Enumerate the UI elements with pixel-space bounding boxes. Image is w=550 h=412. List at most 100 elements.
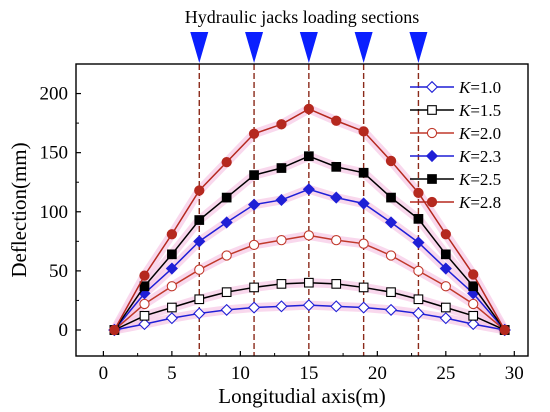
data-point-s6-2 xyxy=(139,270,150,281)
hydraulic-jack-marker-1 xyxy=(190,32,209,63)
data-point-s2-13 xyxy=(440,302,451,313)
data-point-s4-13 xyxy=(439,262,452,275)
series-6 xyxy=(109,103,510,336)
data-point-s4-7 xyxy=(275,193,288,207)
data-point-s5-6 xyxy=(249,170,259,180)
data-point-s4-10 xyxy=(357,197,370,210)
data-point-s5-14 xyxy=(468,281,479,292)
data-point-s2-6 xyxy=(249,282,259,293)
legend-marker-2 xyxy=(427,105,437,115)
legend-item-1: K=1.0 xyxy=(410,78,501,97)
axis-ticks: 0 5 10 15 20 25 30 0 50 100 150 200 xyxy=(40,84,524,384)
data-point-s5-5 xyxy=(221,192,232,203)
data-point-s4-8 xyxy=(302,183,315,196)
data-point-s1-10 xyxy=(357,301,370,314)
data-point-s4-12 xyxy=(412,236,425,249)
data-point-s3-5 xyxy=(221,250,232,261)
y-tick-label-50: 50 xyxy=(49,261,68,282)
data-point-s1-14 xyxy=(467,318,480,331)
data-point-s3-2 xyxy=(139,298,150,310)
legend-item-2: K=1.5 xyxy=(410,101,501,120)
legend-label-1: K=1.0 xyxy=(458,78,501,97)
legend-item-4: K=2.3 xyxy=(410,147,501,166)
data-point-s6-3 xyxy=(166,229,178,240)
data-point-s1-2 xyxy=(138,318,151,331)
legend-marker-5 xyxy=(427,174,437,184)
data-point-s5-8 xyxy=(303,151,314,162)
data-point-s2-5 xyxy=(221,287,232,298)
data-point-s3-12 xyxy=(413,265,424,277)
data-point-s6-10 xyxy=(358,126,369,137)
data-point-s1-4 xyxy=(193,307,206,320)
data-point-s3-11 xyxy=(385,250,397,261)
x-tick-label-15: 15 xyxy=(299,363,318,384)
data-point-s6-14 xyxy=(468,269,479,280)
data-point-s6-1 xyxy=(109,324,120,336)
legend-marker-4 xyxy=(425,149,439,163)
data-point-s1-7 xyxy=(275,300,288,313)
x-tick-label-10: 10 xyxy=(231,363,250,384)
hydraulic-jack-marker-3 xyxy=(299,32,318,63)
data-point-s6-9 xyxy=(331,115,342,126)
data-point-s2-14 xyxy=(468,310,479,321)
data-point-s3-7 xyxy=(276,234,287,246)
data-point-s2-9 xyxy=(331,279,342,289)
data-point-s3-3 xyxy=(166,281,178,292)
data-point-s2-7 xyxy=(276,279,287,289)
data-point-s1-8 xyxy=(302,299,315,312)
data-point-s1-13 xyxy=(439,312,452,325)
data-point-s5-3 xyxy=(167,249,177,260)
data-point-s4-5 xyxy=(220,216,233,229)
data-point-s5-7 xyxy=(276,163,287,173)
data-point-s6-7 xyxy=(276,119,287,130)
legend-label-3: K=2.0 xyxy=(458,124,501,143)
data-point-s4-3 xyxy=(165,262,178,275)
legend-item-5: K=2.5 xyxy=(410,170,501,189)
legend-item-6: K=2.8 xyxy=(410,193,501,212)
data-point-s2-12 xyxy=(413,294,424,305)
data-point-s6-12 xyxy=(413,187,424,199)
x-tick-label-20: 20 xyxy=(368,363,387,384)
series-3 xyxy=(109,230,510,336)
legend-item-3: K=2.0 xyxy=(410,124,501,143)
data-point-s3-8 xyxy=(303,230,314,241)
legend-label-2: K=1.5 xyxy=(458,101,501,120)
data-point-s2-3 xyxy=(167,302,177,313)
plot-frame xyxy=(75,63,529,357)
loading-sections-annotation: Hydraulic jacks loading sections xyxy=(185,7,419,27)
x-axis-title: Longitudial axis(m) xyxy=(218,384,385,408)
data-point-s2-4 xyxy=(194,294,205,305)
jack-markers xyxy=(190,32,428,63)
legend-label-6: K=2.8 xyxy=(458,193,501,212)
hydraulic-jack-marker-2 xyxy=(245,32,264,63)
x-tick-label-5: 5 xyxy=(167,363,177,384)
data-point-s5-13 xyxy=(440,249,451,260)
y-axis-title: Deflection(mm) xyxy=(7,142,31,277)
series-layer xyxy=(108,103,511,337)
y-tick-label-0: 0 xyxy=(59,320,69,341)
hydraulic-jack-marker-5 xyxy=(409,32,428,63)
data-point-s6-6 xyxy=(248,128,260,139)
data-point-s5-10 xyxy=(358,167,369,178)
legend: K=1.0 K=1.5 K=2.0 K=2.3 K=2.5 K=2.8 xyxy=(410,78,501,212)
data-point-s2-10 xyxy=(358,282,369,293)
data-point-s1-11 xyxy=(384,303,398,316)
data-point-s1-5 xyxy=(220,303,233,316)
data-point-s5-12 xyxy=(413,214,424,224)
legend-marker-3 xyxy=(426,127,438,139)
legend-marker-1 xyxy=(425,80,439,94)
data-point-s3-10 xyxy=(358,238,369,249)
data-point-s3-4 xyxy=(194,264,205,275)
data-point-s1-9 xyxy=(330,300,343,313)
data-point-s2-2 xyxy=(139,310,150,321)
data-point-s4-9 xyxy=(330,191,343,204)
legend-marker-6 xyxy=(426,196,438,208)
data-point-s6-5 xyxy=(221,156,232,168)
data-point-s6-8 xyxy=(303,103,314,115)
data-point-s3-6 xyxy=(248,239,260,251)
data-point-s6-13 xyxy=(440,229,451,240)
data-point-s5-9 xyxy=(331,162,342,172)
data-point-s5-2 xyxy=(139,281,150,292)
data-point-s3-13 xyxy=(440,281,451,292)
